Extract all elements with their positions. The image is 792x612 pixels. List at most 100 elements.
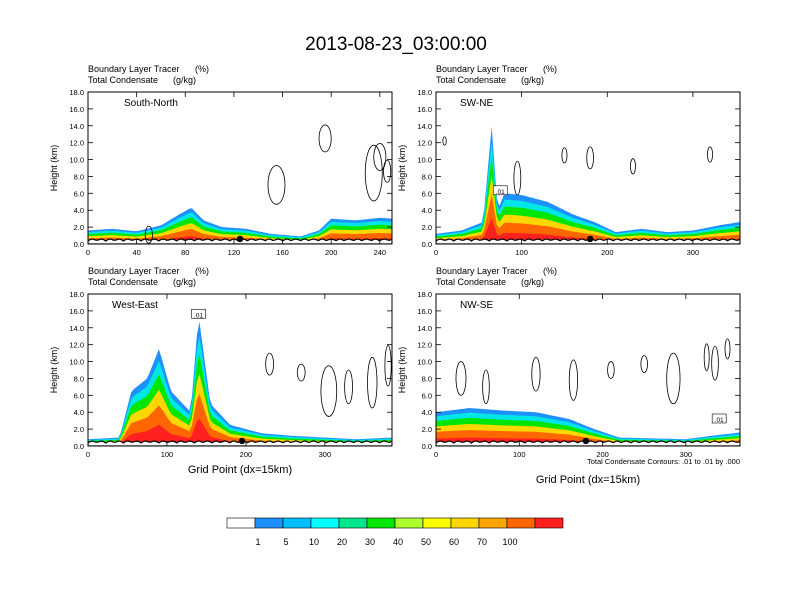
figure-title: 2013-08-23_03:00:00 [305,34,487,55]
panel-header-condensate-unit: (g/kg) [521,75,544,85]
contour-label: .01 [715,417,724,424]
tracer-band-5 [436,218,740,244]
colorbar-label: 100 [502,537,517,547]
y-tick-label: 16.0 [69,105,84,114]
colorbar-label: 20 [337,537,347,547]
condensate-contour [364,144,383,202]
x-tick-label: 0 [86,450,90,459]
colorbar-label: 10 [309,537,319,547]
panel-header-condensate: Total Condensate [88,75,158,85]
x-tick-label: 200 [596,450,609,459]
y-tick-label: 4.0 [74,206,84,215]
condensate-contour [265,352,274,376]
panel-header-tracer-unit: (%) [543,266,557,276]
x-tick-label: 80 [181,248,189,257]
colorbar: 1 5 10 20 30 40 50 60 70 100 [226,517,564,547]
x-tick-label: 0 [86,248,90,257]
tracer-field [436,126,740,244]
colorbar-cell [338,517,368,529]
plot-frame [87,91,393,245]
y-tick-label: 12.0 [417,341,432,350]
condensate-contour [373,143,387,171]
condensate-contour [586,146,594,170]
y-tick-label: 8.0 [74,172,84,181]
y-tick-label: 16.0 [417,105,432,114]
panel-header-condensate-unit: (g/kg) [173,277,196,287]
colorbar-label: 70 [477,537,487,547]
tracer-field [88,322,392,446]
colorbar-cell [534,517,564,529]
condensate-contour [482,369,490,405]
tracer-band-5 [88,418,392,446]
y-tick-label: 12.0 [69,341,84,350]
y-tick-label: 18.0 [69,88,84,97]
panel-header-condensate: Total Condensate [88,277,158,287]
condensate-contour [724,338,731,360]
x-tick-label: 200 [601,248,614,257]
panel-header-tracer-unit: (%) [195,266,209,276]
y-tick-label: 10.0 [417,156,432,165]
panel-name: West-East [112,300,158,311]
y-tick-label: 14.0 [69,122,84,131]
y-tick-label: 8.0 [74,374,84,383]
panels: Boundary Layer Tracer (%) Total Condensate… [49,64,741,459]
tracer-field [436,338,740,446]
y-tick-label: 0.0 [74,442,84,451]
panel-header-tracer: Boundary Layer Tracer [88,266,180,276]
y-tick-label: 18.0 [417,88,432,97]
panel-name: South-North [124,98,178,109]
panel-nw-se: Boundary Layer Tracer (%) Total Condensate… [397,266,741,459]
panel-header-condensate: Total Condensate [436,277,506,287]
panel-header-tracer: Boundary Layer Tracer [88,64,180,74]
x-tick-label: 300 [680,450,693,459]
y-tick-label: 6.0 [422,189,432,198]
colorbar-label: 60 [449,537,459,547]
tracer-band-4 [436,194,740,244]
colorbar-cell [366,517,396,529]
colorbar-cell [310,517,340,529]
y-tick-label: 16.0 [69,307,84,316]
x-tick-label: 120 [228,248,241,257]
colorbar-cell [450,517,480,529]
y-tick-label: 0.0 [422,240,432,249]
colorbar-cell [506,517,536,529]
y-tick-label: 12.0 [417,139,432,148]
panel-header-tracer: Boundary Layer Tracer [436,64,528,74]
condensate-contour [344,369,353,405]
condensate-contour [320,365,338,417]
panel-south-north: Boundary Layer Tracer (%) Total Condensate… [49,64,393,257]
x-tick-label: 100 [515,248,528,257]
condensate-contour [561,147,568,164]
colorbar-cell [422,517,452,529]
x-tick-label: 300 [687,248,700,257]
x-tick-label: 160 [276,248,289,257]
xlabel-nw-se: Grid Point (dx=15km) [536,474,640,486]
colorbar-label: 1 [255,537,260,547]
panel-header-tracer: Boundary Layer Tracer [436,266,528,276]
contour-label: .01 [194,312,203,319]
tracer-field [88,124,392,244]
condensate-contour [607,361,615,379]
y-tick-label: 6.0 [74,189,84,198]
colorbar-label: 50 [421,537,431,547]
condensate-contour [531,356,541,392]
x-tick-label: 200 [325,248,338,257]
panel-header-condensate-unit: (g/kg) [173,75,196,85]
y-tick-label: 14.0 [417,324,432,333]
y-tick-label: 6.0 [422,391,432,400]
y-tick-label: 10.0 [69,156,84,165]
y-tick-label: 4.0 [74,408,84,417]
y-tick-label: 16.0 [417,307,432,316]
footnote: Total Condensate Contours: .01 to .01 by… [587,457,740,466]
y-tick-label: 10.0 [69,358,84,367]
y-axis-label: Height (km) [49,145,59,192]
colorbar-cell [394,517,424,529]
condensate-contour [711,345,719,381]
y-tick-label: 4.0 [422,206,432,215]
panel-name: SW-NE [460,98,493,109]
condensate-contour [383,159,392,183]
y-tick-label: 0.0 [74,240,84,249]
condensate-contour [707,146,713,163]
y-axis-label: Height (km) [397,145,407,192]
